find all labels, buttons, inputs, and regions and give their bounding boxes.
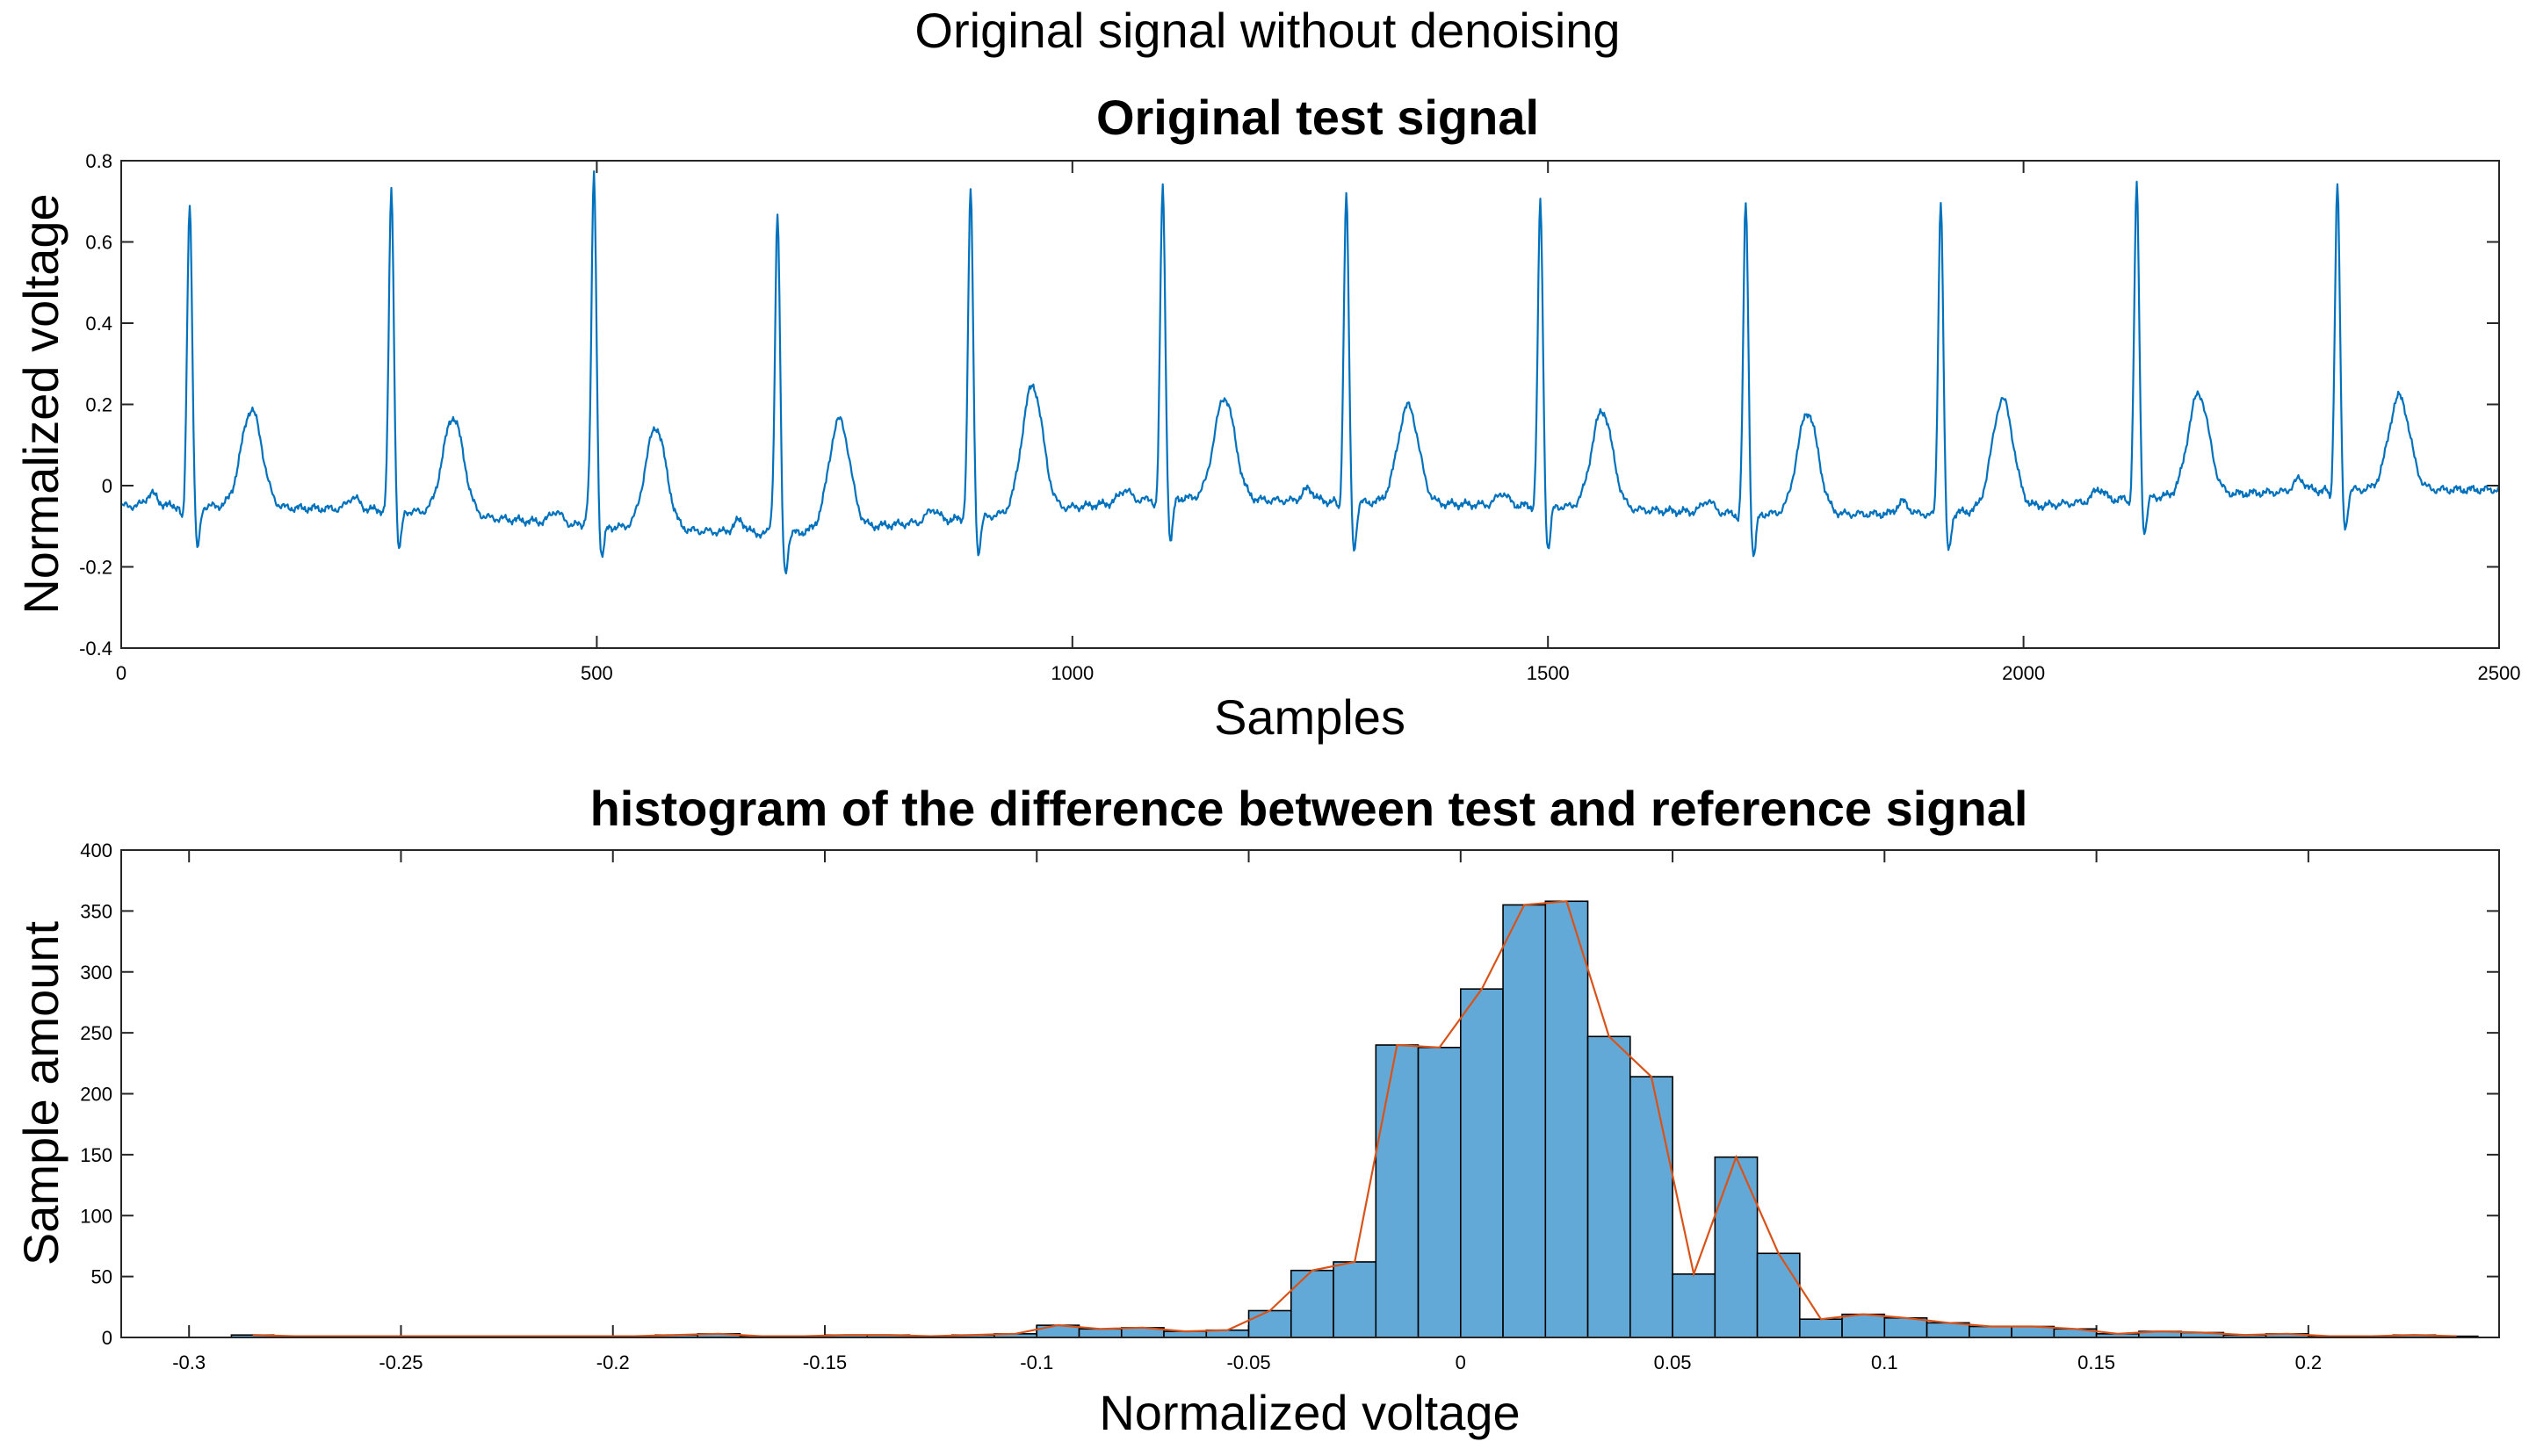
histogram-x-tick-label: -0.05 [1226,1351,1270,1373]
histogram-bar [1629,1076,1673,1338]
histogram-bar [1078,1328,1123,1338]
histogram-x-axis-label: Normalized voltage [1099,1385,1520,1440]
histogram-chart: histogram of the difference between test… [13,781,2500,1440]
histogram-chart-title: histogram of the difference between test… [590,781,2028,836]
histogram-y-tick-label: 0 [102,1327,112,1349]
histogram-bar [1672,1273,1716,1338]
histogram-bar [1714,1156,1759,1338]
histogram-bar [1417,1046,1462,1338]
signal-x-tick-label: 2000 [2002,662,2045,684]
histogram-y-tick-labels: 0 50 100 150 200 250 300 350 400 [80,840,112,1349]
histogram-bar [1756,1252,1801,1338]
histogram-bar [1247,1309,1292,1338]
histogram-plot-area [121,850,2499,1337]
histogram-x-tick-label: -0.25 [379,1351,423,1373]
histogram-y-axis-label: Sample amount [13,920,69,1265]
histogram-y-tick-label: 400 [80,840,112,861]
signal-x-axis-label: Samples [1214,689,1405,745]
histogram-curve [252,900,2457,1337]
signal-y-tick-label: 0.2 [85,394,112,416]
histogram-y-tick-label: 300 [80,962,112,984]
signal-y-tick-label: -0.4 [79,638,112,660]
histogram-bar [1586,1035,1631,1338]
signal-axes-box [120,160,2500,649]
histogram-bar [1799,1318,1843,1338]
signal-x-tick-labels: 0 500 1000 1500 2000 2500 [116,662,2521,684]
histogram-x-tick-label: -0.15 [803,1351,847,1373]
histogram-density-curve [252,900,2457,1337]
histogram-y-tick-label: 150 [80,1144,112,1166]
histogram-bar [1969,1325,2012,1338]
histogram-x-tick-labels: -0.3 -0.25 -0.2 -0.15 -0.1 -0.05 0 0.05 0.1 0.15 0… [172,1351,2322,1373]
signal-plot-area [121,161,2499,648]
histogram-y-tick-label: 100 [80,1205,112,1227]
histogram-bar [1544,900,1589,1338]
signal-y-tick-label: 0 [102,475,112,497]
histogram-bar [1290,1269,1334,1338]
histogram-bar [1883,1317,1928,1338]
histogram-bar [1502,904,1547,1338]
signal-x-tick-label: 0 [116,662,126,684]
signal-x-tick-label: 500 [581,662,613,684]
histogram-bar [1459,988,1504,1338]
histogram-x-tick-label: 0.05 [1654,1351,1692,1373]
histogram-bar [1375,1044,1420,1338]
histogram-y-tick-label: 50 [91,1266,112,1288]
signal-line [120,170,2500,575]
signal-y-tick-label: 0.6 [85,232,112,254]
signal-y-tick-label: 0.4 [85,313,112,335]
histogram-y-tick-label: 350 [80,900,112,922]
histogram-x-tick-label: -0.1 [1020,1351,1053,1373]
histogram-x-tick-label: 0.2 [2295,1351,2323,1373]
signal-y-tick-labels: -0.4 -0.2 0 0.2 0.4 0.6 0.8 [79,150,112,660]
signal-chart: Original test signal 0 500 1000 1500 2000 250… [13,90,2520,745]
histogram-x-tick-label: -0.3 [172,1351,206,1373]
histogram-x-tick-label: -0.2 [596,1351,630,1373]
signal-y-tick-label: 0.8 [85,150,112,172]
signal-x-tick-label: 1500 [1527,662,1570,684]
histogram-y-tick-label: 200 [80,1084,112,1106]
histogram-bar [1841,1313,1886,1338]
histogram-x-tick-label: 0.15 [2077,1351,2115,1373]
signal-y-axis-label: Normalized voltage [13,193,69,614]
histogram-x-tick-label: 0.1 [1871,1351,1898,1373]
signal-chart-title: Original test signal [1096,90,1539,145]
histogram-y-tick-label: 250 [80,1022,112,1044]
signal-y-tick-label: -0.2 [79,557,112,579]
signal-x-tick-label: 2500 [2478,662,2521,684]
histogram-axes-box [120,849,2500,1338]
histogram-bar [1333,1261,1377,1338]
histogram-x-tick-label: 0 [1456,1351,1466,1373]
histogram-bars [230,900,2479,1338]
figure-suptitle: Original signal without denoising [914,3,1620,58]
signal-x-tick-label: 1000 [1051,662,1094,684]
signal-plot [120,170,2500,575]
